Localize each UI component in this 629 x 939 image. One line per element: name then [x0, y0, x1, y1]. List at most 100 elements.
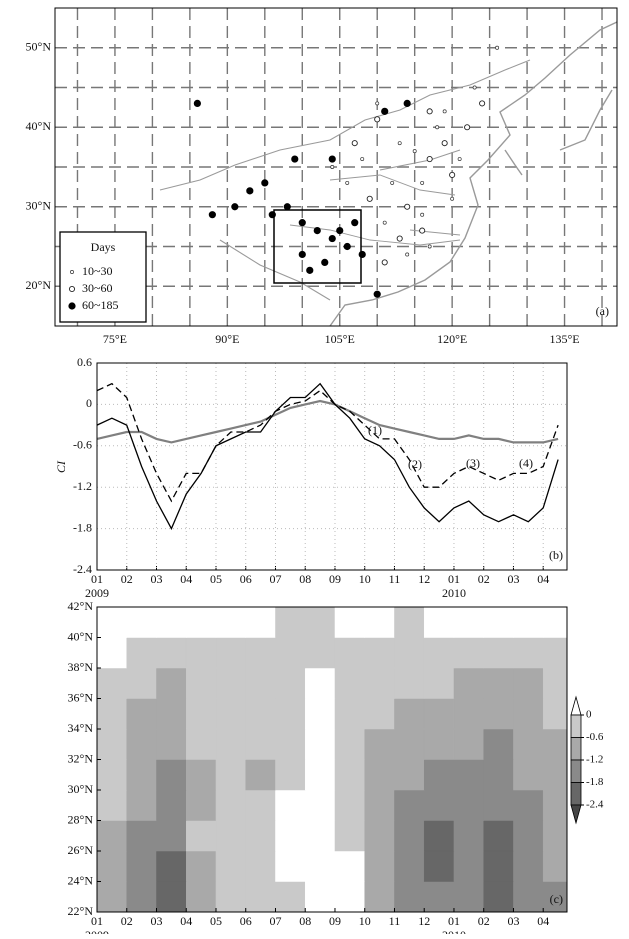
- x-tick-label: 04: [537, 572, 549, 586]
- legend-marker: [70, 270, 74, 274]
- station: [283, 203, 291, 211]
- station: [231, 203, 239, 211]
- x-tick-label: 09: [329, 572, 341, 586]
- y-tick-label: 0: [86, 396, 92, 410]
- contour-cell: [334, 667, 365, 699]
- station: [435, 125, 440, 130]
- station: [328, 155, 336, 163]
- x-tick-label: 08: [299, 572, 311, 586]
- contour-cell: [126, 728, 157, 760]
- contour-cell: [364, 698, 395, 730]
- legend-label: 60~185: [82, 298, 119, 312]
- colorbar-band: [570, 782, 582, 806]
- station: [403, 99, 411, 108]
- y-tick-label: -1.8: [73, 520, 92, 534]
- annotation: (4): [519, 456, 533, 470]
- contour-cell: [453, 728, 484, 760]
- contour-cell: [156, 850, 187, 882]
- contour-cell: [96, 698, 127, 730]
- x-tick-label: 01: [448, 914, 460, 928]
- contour-cell: [185, 789, 217, 821]
- x-tick-label: 07: [269, 914, 281, 928]
- contour-cell: [394, 606, 425, 638]
- station: [193, 99, 201, 108]
- contour-cell: [215, 789, 246, 821]
- y-tick-label: 42°N: [68, 599, 94, 613]
- legend-marker: [68, 285, 76, 293]
- contour-cell: [542, 850, 568, 882]
- contour-cell: [453, 881, 484, 913]
- contour-cell: [215, 637, 246, 669]
- contour-cell: [185, 667, 217, 699]
- contour-cell: [126, 637, 157, 669]
- station: [472, 85, 477, 90]
- contour-cell: [513, 820, 544, 852]
- x-tick-label: 04: [180, 914, 192, 928]
- station: [321, 258, 329, 267]
- station: [208, 211, 216, 219]
- contour-cell: [215, 850, 246, 882]
- contour-cell: [215, 759, 246, 791]
- contour-cell: [275, 759, 306, 791]
- map-land: [159, 21, 618, 327]
- contour-cell: [126, 850, 157, 882]
- contour-cell: [513, 698, 544, 730]
- contour-cell: [453, 759, 484, 791]
- station: [457, 157, 462, 161]
- station: [246, 187, 254, 195]
- station: [366, 195, 373, 202]
- x-tick-label: 02: [121, 572, 133, 586]
- contour-cell: [394, 820, 425, 852]
- contour-cell: [453, 850, 484, 882]
- station: [442, 109, 447, 114]
- contour-cell: [513, 759, 544, 791]
- x-tick-label: 135°E: [549, 332, 579, 346]
- contour-cell: [483, 850, 514, 882]
- legend-marker: [68, 302, 76, 310]
- contour-cell: [542, 698, 568, 730]
- contour-cell: [126, 606, 157, 638]
- contour-cell: [245, 789, 276, 821]
- x-tick-label: 03: [150, 572, 162, 586]
- contour-cell: [453, 637, 484, 669]
- panel-label: (c): [550, 892, 563, 906]
- station: [306, 266, 314, 274]
- contour-cell: [364, 728, 395, 760]
- station: [405, 252, 410, 257]
- contour-cell: [364, 637, 395, 669]
- contour-cell: [275, 850, 306, 882]
- contour-cell: [453, 698, 484, 730]
- year-label: 2010: [442, 928, 466, 934]
- ci-axis-label: CI: [54, 460, 68, 473]
- station: [360, 157, 365, 161]
- x-tick-label: 11: [389, 914, 401, 928]
- contour-cell: [334, 637, 365, 669]
- x-tick-label: 03: [150, 914, 162, 928]
- station: [261, 179, 269, 187]
- x-tick-label: 06: [240, 572, 252, 586]
- legend-label: 30~60: [82, 281, 113, 295]
- station: [343, 242, 351, 251]
- station: [298, 250, 306, 259]
- contour-cell: [96, 850, 127, 882]
- contour-cell: [156, 820, 187, 852]
- contour-cell: [513, 637, 544, 669]
- station: [345, 180, 350, 185]
- x-tick-label: 03: [507, 572, 519, 586]
- contour-cell: [334, 789, 365, 821]
- contour-cell: [513, 789, 544, 821]
- x-tick-label: 10: [359, 572, 371, 586]
- contour-cell: [364, 759, 395, 791]
- y-tick-label: 32°N: [68, 751, 94, 765]
- contour-cell: [185, 637, 217, 669]
- x-tick-label: 02: [478, 572, 490, 586]
- contour-cell: [245, 637, 276, 669]
- contour-cell: [542, 820, 568, 852]
- contour-cell: [423, 881, 455, 913]
- x-tick-label: 120°E: [437, 332, 467, 346]
- x-tick-label: 09: [329, 914, 341, 928]
- contour-cell: [304, 850, 336, 882]
- contour-cell: [275, 789, 306, 821]
- contour-cell: [364, 667, 395, 699]
- contour-cell: [96, 881, 127, 913]
